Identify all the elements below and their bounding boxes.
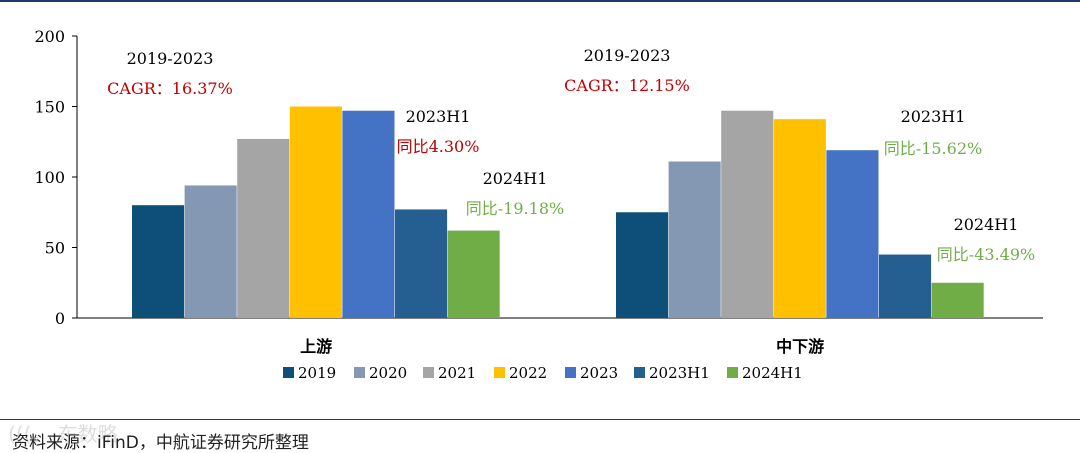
bar-chart: 0 50 100 150 200 上游 中下游 2019-2023 CAGR：16.37% 202… (34, 27, 1043, 382)
h1-2023-yoy-label: 同比4.30% (397, 137, 480, 156)
bottom-border (0, 419, 1080, 420)
cagr-value-label: CAGR：12.15% (564, 76, 690, 95)
legend-label-2024H1: 2024H1 (742, 364, 803, 382)
bar-2020-upstream (184, 185, 237, 318)
y-tick-label: 50 (45, 239, 65, 258)
legend-swatch-2023 (565, 367, 576, 378)
bar-2022-downstream (773, 119, 826, 318)
y-tick-label: 0 (55, 309, 65, 328)
bar-2020-downstream (668, 161, 721, 318)
bar-2019-upstream (132, 205, 185, 318)
bar-2023H1-upstream (395, 209, 448, 318)
source-note: 资料来源：iFinD，中航证券研究所整理 (12, 433, 309, 453)
legend-label-2019: 2019 (298, 364, 336, 382)
bar-2021-upstream (237, 138, 290, 318)
h1-2023-label: 2023H1 (901, 107, 966, 126)
y-tick-label: 200 (34, 27, 65, 46)
cagr-period-label: 2019-2023 (127, 49, 214, 68)
bar-2023-upstream (342, 110, 395, 318)
y-tick-label: 100 (34, 168, 65, 187)
y-tick-label: 150 (34, 98, 65, 117)
bar-2022-upstream (289, 106, 342, 318)
x-category-label: 上游 (300, 337, 332, 356)
legend-label-2020: 2020 (369, 364, 407, 382)
cagr-value-label: CAGR：16.37% (107, 79, 233, 98)
legend-swatch-2023H1 (634, 367, 645, 378)
h1-2024-label: 2024H1 (483, 169, 548, 188)
bar-2019-downstream (616, 212, 669, 318)
bar-2021-downstream (721, 110, 774, 318)
legend-swatch-2024H1 (727, 367, 738, 378)
bar-2024H1-downstream (931, 282, 984, 318)
bar-2023-downstream (826, 150, 879, 318)
legend-label-2023: 2023 (580, 364, 618, 382)
h1-2024-label: 2024H1 (954, 215, 1019, 234)
legend-swatch-2021 (423, 367, 434, 378)
top-border (0, 0, 1080, 2)
legend-label-2022: 2022 (509, 364, 547, 382)
legend-label-2021: 2021 (438, 364, 476, 382)
legend-swatch-2019 (283, 367, 294, 378)
legend-swatch-2022 (494, 367, 505, 378)
legend-swatch-2020 (354, 367, 365, 378)
x-category-label: 中下游 (776, 337, 824, 356)
watermark: (((。 东数略 (8, 422, 118, 446)
h1-2024-yoy-label: 同比-43.49% (937, 245, 1035, 264)
bar-2023H1-downstream (879, 254, 932, 318)
cagr-period-label: 2019-2023 (584, 46, 671, 65)
bar-2024H1-upstream (447, 230, 500, 318)
legend-label-2023H1: 2023H1 (649, 364, 710, 382)
h1-2024-yoy-label: 同比-19.18% (466, 199, 564, 218)
h1-2023-yoy-label: 同比-15.62% (884, 139, 982, 158)
h1-2023-label: 2023H1 (406, 107, 471, 126)
